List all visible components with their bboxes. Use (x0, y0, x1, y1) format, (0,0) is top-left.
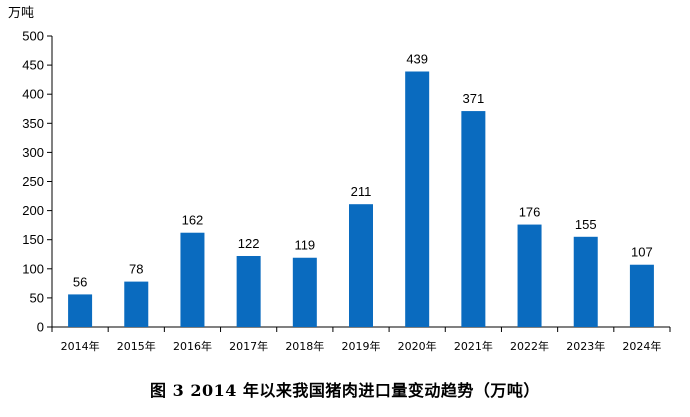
y-tick-label: 50 (30, 290, 44, 305)
data-label: 211 (351, 184, 372, 199)
data-label: 56 (73, 274, 87, 289)
y-tick-label: 0 (37, 320, 44, 335)
data-label: 162 (182, 213, 204, 228)
data-label: 439 (406, 52, 428, 67)
data-label: 371 (463, 91, 485, 106)
bar-2016年 (180, 232, 205, 327)
y-tick-label: 150 (22, 232, 44, 247)
x-tick-label: 2022年 (510, 339, 549, 353)
y-tick-label: 200 (22, 203, 44, 218)
x-tick-label: 2015年 (117, 339, 156, 353)
x-tick-label: 2020年 (398, 339, 437, 353)
data-label: 107 (631, 245, 653, 260)
x-axis-ticks: 2014年 2015年 2016年 2017年 2018年 2019年 2020年 2021年… (51, 327, 671, 353)
bar-2019年 (349, 204, 373, 327)
y-tick-label: 500 (22, 29, 44, 44)
bar-2014年 (68, 294, 93, 327)
y-tick-label: 250 (22, 174, 44, 189)
bar-2015年 (124, 281, 149, 327)
x-tick-label: 2014年 (61, 339, 100, 353)
data-label: 176 (519, 205, 541, 220)
bar-2018年 (292, 257, 317, 327)
y-tick-label: 100 (22, 261, 44, 276)
x-tick-label: 2016年 (173, 339, 212, 353)
y-axis-ticks: 0 50 100 150 200 250 300 350 400 450 500 (22, 29, 52, 335)
bar-2023年 (573, 236, 598, 327)
data-label: 155 (575, 217, 597, 232)
data-label: 122 (238, 236, 260, 251)
y-tick-label: 400 (22, 87, 44, 102)
bar-2021年 (461, 111, 486, 327)
y-tick-label: 450 (22, 58, 44, 73)
x-tick-label: 2023年 (566, 339, 605, 353)
y-tick-label: 300 (22, 145, 44, 160)
bar-2017年 (236, 255, 261, 327)
bar-2022年 (517, 224, 542, 327)
data-label: 78 (129, 262, 143, 277)
x-tick-label: 2019年 (342, 339, 381, 353)
bar-2024年 (629, 264, 654, 327)
y-tick-label: 350 (22, 116, 44, 131)
data-label: 119 (294, 238, 315, 253)
bar-2020年 (405, 71, 430, 327)
x-tick-label: 2021年 (454, 339, 493, 353)
x-tick-label: 2018年 (285, 339, 324, 353)
x-tick-label: 2017年 (229, 339, 268, 353)
y-axis-unit-label: 万吨 (8, 6, 34, 21)
bar-series: 56 78 162 122 119 211 439 371 176 155 107 (68, 52, 654, 327)
figure-caption: 图 3 2014 年以来我国猪肉进口量变动趋势（万吨） (150, 381, 540, 400)
x-tick-label: 2024年 (622, 339, 661, 353)
